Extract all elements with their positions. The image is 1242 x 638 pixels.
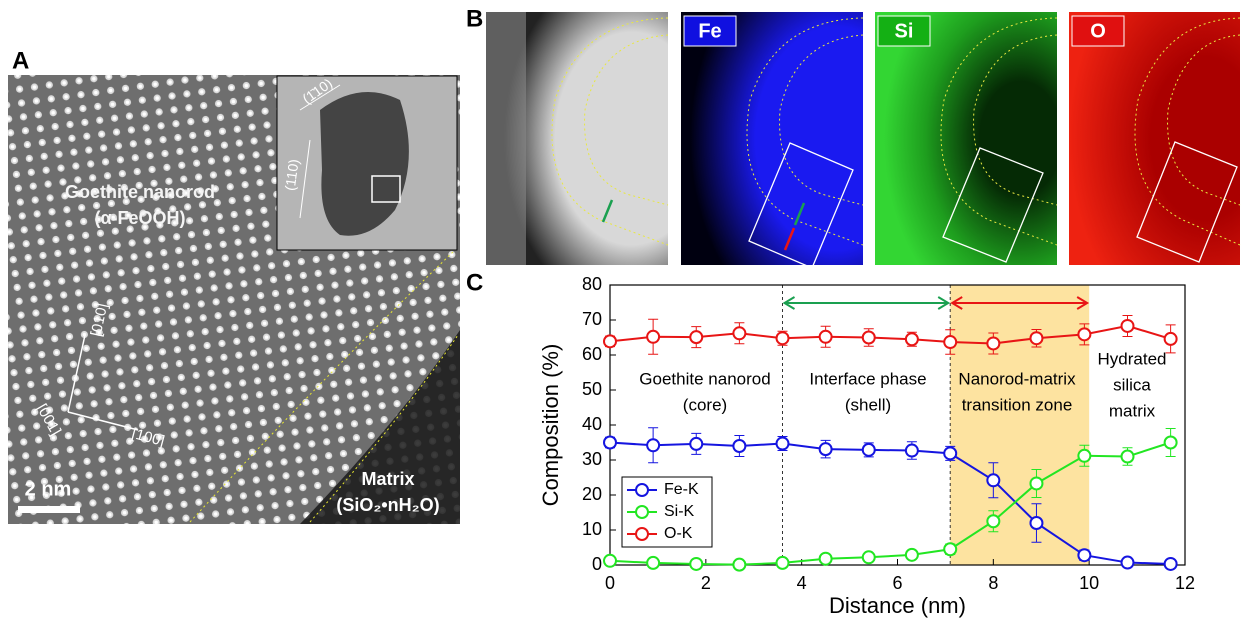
- y-tick-label: 80: [582, 274, 602, 294]
- y-tick-label: 30: [582, 449, 602, 469]
- panel-label: C: [466, 269, 483, 296]
- y-tick-label: 60: [582, 344, 602, 364]
- marker: [733, 440, 745, 452]
- haadf-map: [486, 12, 526, 265]
- marker: [863, 332, 875, 344]
- y-tick-label: 70: [582, 309, 602, 329]
- panel-label: A: [12, 47, 29, 74]
- marker: [777, 332, 789, 344]
- marker: [987, 337, 999, 349]
- annotation: (α-FeOOH): [94, 208, 185, 228]
- y-tick-label: 50: [582, 379, 602, 399]
- marker: [1122, 557, 1134, 569]
- marker: [1165, 437, 1177, 449]
- marker: [1030, 517, 1042, 529]
- marker: [690, 558, 702, 570]
- span-arrow: [785, 297, 949, 309]
- region-label: Interface phase: [809, 369, 926, 388]
- region-label: Goethite nanorod: [639, 369, 770, 388]
- marker: [733, 559, 745, 571]
- legend-marker: [636, 528, 648, 540]
- x-tick-label: 6: [892, 573, 902, 593]
- marker: [820, 331, 832, 343]
- chart: Goethite nanorod (core) Interface phase (sh…: [538, 274, 1195, 618]
- x-tick-label: 4: [797, 573, 807, 593]
- marker: [777, 557, 789, 569]
- shaded-zone: [950, 285, 1089, 565]
- legend-label: O-K: [664, 525, 693, 542]
- marker: [944, 336, 956, 348]
- map-label: Si: [895, 20, 914, 42]
- marker: [1165, 558, 1177, 570]
- region-label: Hydrated: [1098, 349, 1167, 368]
- marker: [1078, 328, 1090, 340]
- map-label: Fe: [698, 20, 721, 42]
- marker: [1078, 549, 1090, 561]
- si-map: [875, 12, 1057, 265]
- marker: [987, 515, 999, 527]
- map-label: O: [1090, 20, 1106, 42]
- legend-label: Fe-K: [664, 481, 699, 498]
- y-tick-label: 0: [592, 554, 602, 574]
- marker: [647, 557, 659, 569]
- marker: [987, 474, 999, 486]
- scale-bar: [18, 506, 80, 513]
- marker: [690, 331, 702, 343]
- region-label: Nanorod-matrix: [958, 369, 1076, 388]
- marker: [604, 335, 616, 347]
- marker: [604, 555, 616, 567]
- region-label: (core): [683, 395, 727, 414]
- annotation: (SiO₂•nH₂O): [336, 495, 439, 515]
- x-tick-label: 8: [988, 573, 998, 593]
- marker: [906, 333, 918, 345]
- x-axis-title: Distance (nm): [829, 593, 966, 618]
- marker: [1030, 477, 1042, 489]
- marker: [1122, 320, 1134, 332]
- marker: [733, 327, 745, 339]
- annotation: Goethite nanorod: [65, 182, 215, 202]
- marker: [647, 439, 659, 451]
- x-tick-label: 2: [701, 573, 711, 593]
- region-label: (shell): [845, 395, 891, 414]
- figure: A Goethite nanorod (α-FeOOH) [010] [001]…: [0, 0, 1242, 633]
- y-tick-label: 10: [582, 519, 602, 539]
- legend-label: Si-K: [664, 503, 695, 520]
- scale-bar-label: 2 nm: [25, 478, 72, 500]
- marker: [863, 444, 875, 456]
- marker: [820, 443, 832, 455]
- marker: [1030, 332, 1042, 344]
- x-tick-label: 12: [1175, 573, 1195, 593]
- marker: [1078, 450, 1090, 462]
- marker: [604, 437, 616, 449]
- marker: [944, 447, 956, 459]
- marker: [647, 331, 659, 343]
- legend-marker: [636, 484, 648, 496]
- legend-marker: [636, 506, 648, 518]
- marker: [777, 438, 789, 450]
- y-tick-label: 20: [582, 484, 602, 504]
- marker: [863, 551, 875, 563]
- x-tick-label: 0: [605, 573, 615, 593]
- marker: [1122, 451, 1134, 463]
- o-map: [1069, 12, 1240, 265]
- marker: [906, 445, 918, 457]
- region-label: silica: [1113, 375, 1151, 394]
- x-tick-label: 10: [1079, 573, 1099, 593]
- region-label: transition zone: [962, 395, 1073, 414]
- marker: [944, 543, 956, 555]
- marker: [906, 549, 918, 561]
- region-label: matrix: [1109, 401, 1156, 420]
- annotation: Matrix: [361, 469, 414, 489]
- fe-map: [681, 12, 863, 265]
- y-tick-label: 40: [582, 414, 602, 434]
- marker: [690, 438, 702, 450]
- marker: [820, 553, 832, 565]
- panel-label: B: [466, 5, 483, 32]
- y-axis-title: Composition (%): [538, 344, 563, 507]
- marker: [1165, 333, 1177, 345]
